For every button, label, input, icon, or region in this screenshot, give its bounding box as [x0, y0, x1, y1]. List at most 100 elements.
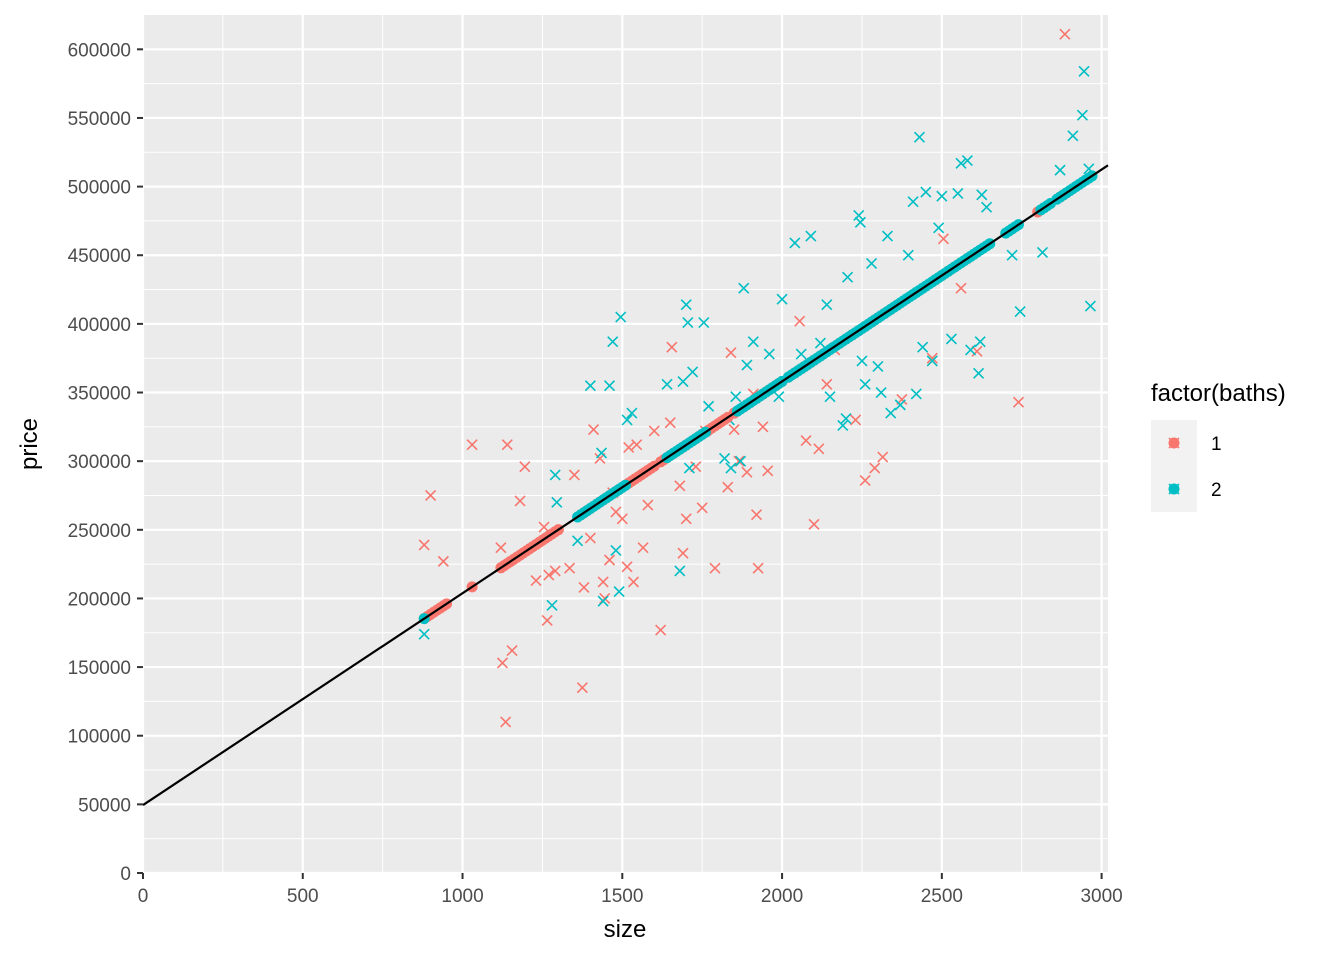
- observed-point-baths-1: [568, 469, 580, 481]
- observed-point-baths-2: [913, 131, 926, 143]
- observed-point-baths-2: [1014, 305, 1026, 318]
- legend-key-cross: [1168, 483, 1180, 495]
- observed-point-baths-2: [677, 375, 689, 388]
- observed-point-baths-1: [762, 465, 774, 477]
- y-tick-label: 400000: [68, 315, 131, 336]
- observed-point-baths-1: [538, 521, 550, 533]
- observed-point-baths-1: [696, 502, 708, 514]
- observed-point-baths-2: [661, 378, 673, 390]
- observed-point-baths-2: [747, 336, 759, 348]
- observed-point-baths-1: [530, 575, 542, 587]
- observed-point-baths-1: [757, 421, 769, 433]
- observed-point-baths-2: [730, 391, 742, 403]
- observed-point-baths-2: [682, 316, 694, 329]
- observed-point-baths-2: [945, 333, 957, 345]
- observed-point-baths-2: [961, 154, 973, 167]
- observed-point-baths-2: [952, 187, 964, 200]
- observed-point-baths-2: [854, 216, 866, 228]
- observed-point-baths-2: [595, 447, 608, 459]
- observed-point-baths-1: [418, 539, 430, 551]
- observed-point-baths-2: [698, 316, 710, 329]
- observed-point-baths-1: [637, 542, 649, 554]
- observed-points: [418, 28, 1096, 728]
- y-tick-label: 0: [120, 864, 131, 885]
- observed-point-baths-1: [813, 443, 825, 455]
- observed-point-baths-1: [926, 352, 938, 364]
- observed-point-baths-1: [752, 562, 764, 574]
- observed-point-baths-1: [677, 547, 689, 559]
- observed-point-baths-2: [776, 293, 788, 305]
- y-tick-label: 50000: [78, 795, 131, 816]
- observed-point-baths-2: [965, 344, 977, 356]
- observed-point-baths-1: [642, 499, 654, 511]
- observed-point-baths-2: [603, 380, 616, 392]
- observed-point-baths-1: [1012, 396, 1025, 408]
- observed-point-baths-2: [615, 311, 627, 323]
- observed-point-baths-1: [877, 451, 889, 463]
- observed-point-baths-2: [853, 209, 865, 221]
- legend-key-cross: [1168, 437, 1180, 449]
- observed-point-baths-2: [856, 355, 868, 367]
- observed-point-baths-1: [541, 614, 553, 626]
- x-tick-label: 1500: [601, 886, 643, 907]
- observed-point-baths-1: [425, 489, 437, 502]
- observed-point-baths-1: [631, 439, 643, 451]
- observed-point-baths-1: [616, 513, 628, 525]
- observed-point-baths-1: [519, 461, 531, 473]
- observed-point-baths-1: [955, 282, 967, 294]
- observed-point-baths-2: [1067, 130, 1079, 142]
- observed-point-baths-2: [763, 348, 775, 360]
- y-axis-title: price: [16, 418, 43, 470]
- observed-point-baths-1: [664, 417, 676, 429]
- observed-point-baths-2: [703, 400, 715, 412]
- observed-point-baths-1: [496, 657, 509, 669]
- observed-point-baths-2: [910, 388, 922, 400]
- observed-point-baths-2: [607, 336, 619, 348]
- observed-point-baths-2: [902, 249, 914, 261]
- observed-point-baths-2: [824, 391, 836, 403]
- observed-point-baths-1: [623, 441, 635, 453]
- observed-point-baths-1: [674, 480, 686, 492]
- observed-point-baths-2: [687, 366, 699, 378]
- observed-point-baths-1: [597, 576, 609, 588]
- observed-point-baths-1: [495, 542, 507, 554]
- observed-point-baths-2: [872, 360, 884, 373]
- observed-point-baths-2: [933, 222, 945, 234]
- observed-point-baths-2: [1006, 249, 1018, 261]
- observed-point-baths-2: [920, 186, 932, 198]
- observed-point-baths-2: [976, 189, 988, 201]
- observed-point-baths-1: [850, 414, 862, 426]
- observed-point-baths-1: [655, 624, 667, 636]
- observed-point-baths-2: [674, 565, 686, 577]
- observed-point-baths-2: [549, 469, 561, 481]
- y-tick-label: 100000: [68, 727, 131, 748]
- observed-point-baths-1: [859, 474, 871, 486]
- x-tick-label: 500: [287, 886, 319, 907]
- observed-point-baths-2: [881, 230, 894, 242]
- y-tick-label: 550000: [68, 109, 131, 130]
- observed-point-baths-1: [584, 532, 596, 544]
- observed-point-baths-1: [728, 424, 740, 436]
- observed-point-baths-2: [610, 544, 622, 556]
- observed-point-baths-1: [621, 561, 633, 573]
- observed-point-baths-1: [514, 495, 526, 507]
- observed-point-baths-1: [543, 569, 555, 581]
- observed-point-baths-2: [789, 237, 801, 249]
- y-tick-label: 600000: [68, 40, 131, 61]
- observed-point-baths-2: [805, 230, 817, 242]
- legend-title: factor(baths): [1151, 380, 1286, 407]
- observed-point-baths-2: [738, 282, 750, 294]
- observed-point-baths-2: [840, 413, 852, 425]
- observed-point-baths-2: [584, 380, 596, 392]
- observed-point-baths-1: [869, 462, 881, 474]
- observed-point-baths-2: [626, 407, 638, 419]
- observed-point-baths-2: [936, 190, 948, 202]
- observed-point-baths-2: [974, 336, 986, 348]
- observed-point-baths-1: [587, 424, 600, 436]
- observed-point-baths-1: [500, 716, 512, 728]
- x-tick-label: 2500: [921, 886, 963, 907]
- observed-point-baths-2: [1076, 109, 1089, 121]
- observed-point-baths-2: [613, 586, 625, 598]
- observed-point-baths-1: [564, 562, 576, 574]
